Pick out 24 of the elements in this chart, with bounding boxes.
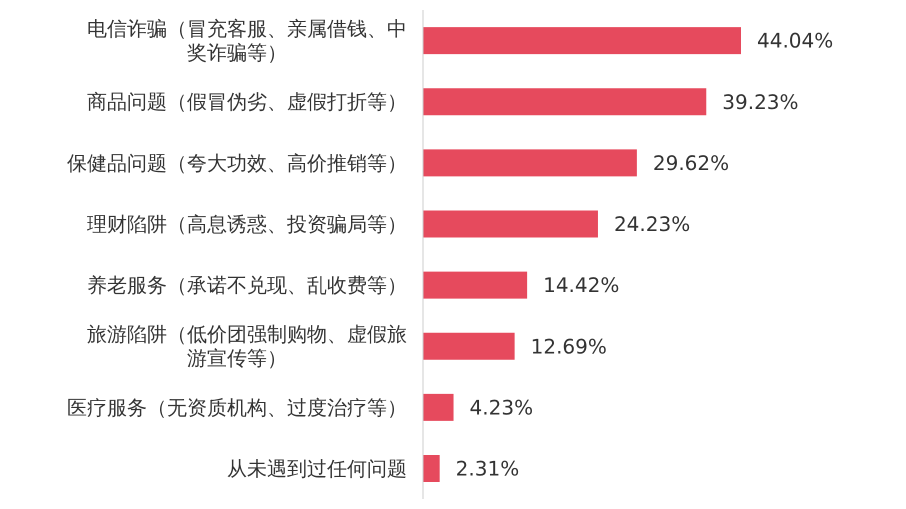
- data-label: 39.23%: [722, 90, 799, 114]
- data-label: 29.62%: [652, 150, 730, 175]
- bar: [423, 272, 528, 299]
- bar: [423, 394, 454, 421]
- y-tick-label: 电信诈骗（冒充客服、亲属借钱、中奖诈骗等）: [87, 16, 407, 65]
- bar: [423, 332, 515, 360]
- data-label: 12.69%: [530, 334, 607, 358]
- data-label: 44.04%: [757, 28, 834, 53]
- bar: [423, 27, 741, 54]
- bar: [423, 149, 637, 176]
- y-tick-label: 理财陷阱（高息诱惑、投资骗局等）: [87, 212, 407, 236]
- y-tick-label: 旅游陷阱（低价团强制购物、虚假旅游宣传等）: [87, 322, 407, 370]
- y-tick-label: 保健品问题（夸大功效、高价推销等）: [67, 150, 407, 175]
- bar: [423, 210, 598, 238]
- data-label: 14.42%: [543, 273, 620, 298]
- y-tick-label: 医疗服务（无资质机构、过度治疗等）: [67, 395, 407, 420]
- data-label: 2.31%: [456, 456, 520, 481]
- y-tick-label: 商品问题（假冒伪劣、虚假打折等）: [87, 90, 407, 114]
- y-tick-label: 养老服务（承诺不兑现、乱收费等）: [87, 273, 407, 298]
- y-tick-label: 从未遇到过任何问题: [227, 456, 407, 480]
- bar: [423, 88, 706, 116]
- data-label: 24.23%: [614, 212, 690, 236]
- data-label: 4.23%: [470, 395, 534, 420]
- bar: [423, 454, 440, 482]
